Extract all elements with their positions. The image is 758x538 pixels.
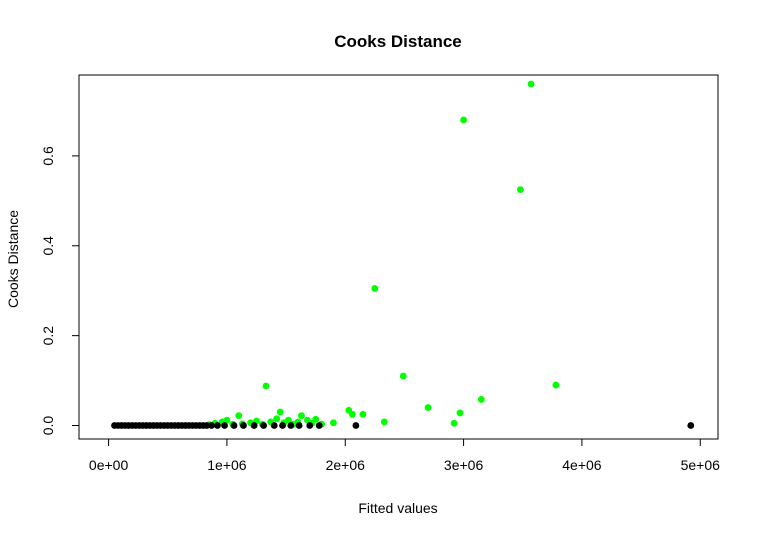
- data-point: [315, 422, 323, 429]
- data-point: [371, 285, 379, 292]
- data-point: [424, 404, 432, 411]
- y-axis-label: Cooks Distance: [5, 210, 21, 308]
- data-point: [298, 412, 305, 420]
- data-point: [276, 408, 284, 416]
- data-point: [273, 415, 281, 423]
- chart-title: Cooks Distance: [334, 32, 462, 51]
- x-tick-label: 1e+06: [207, 457, 247, 473]
- x-tick-label: 5e+06: [681, 457, 721, 473]
- plot-frame: [78, 74, 719, 440]
- x-axis-label: Fitted values: [358, 500, 437, 516]
- y-tick-label: 0.4: [40, 236, 56, 256]
- data-point: [450, 419, 458, 427]
- data-point: [359, 410, 367, 418]
- data-point: [516, 186, 524, 193]
- data-point: [235, 412, 243, 420]
- data-point: [312, 415, 320, 423]
- data-point: [460, 116, 467, 124]
- x-tick-label: 2e+06: [326, 457, 366, 473]
- x-tick-label: 0e+00: [89, 457, 129, 473]
- data-point: [352, 422, 360, 429]
- data-point: [240, 422, 247, 429]
- data-point: [295, 422, 303, 429]
- data-point: [230, 422, 238, 429]
- data-point: [348, 410, 356, 418]
- y-tick-label: 0.0: [40, 416, 56, 436]
- data-point: [270, 422, 278, 429]
- data-point: [208, 422, 215, 429]
- data-point: [279, 422, 286, 429]
- data-point: [552, 381, 560, 389]
- data-point: [477, 396, 485, 403]
- y-tick-label: 0.2: [40, 326, 56, 346]
- data-point: [527, 80, 535, 88]
- data-point: [262, 382, 270, 390]
- data-point: [203, 422, 211, 429]
- data-point: [687, 422, 695, 429]
- data-point: [214, 422, 221, 429]
- y-axis: 0.0 0.2 0.4 0.6: [40, 146, 80, 436]
- data-point: [399, 372, 407, 380]
- data-point: [306, 422, 314, 429]
- x-axis: 0e+00 1e+06 2e+06 3e+06 4e+06 5e+06: [89, 438, 721, 473]
- data-point: [380, 418, 388, 426]
- data-point: [456, 409, 464, 417]
- data-point: [250, 422, 258, 429]
- data-point: [287, 422, 295, 429]
- data-point: [223, 416, 231, 424]
- data-point: [285, 416, 292, 424]
- x-tick-label: 3e+06: [444, 457, 484, 473]
- data-point: [330, 419, 337, 427]
- y-tick-label: 0.6: [40, 146, 56, 166]
- x-tick-label: 4e+06: [562, 457, 602, 473]
- data-point: [221, 422, 228, 429]
- data-point: [260, 422, 267, 429]
- data-points: [111, 80, 695, 429]
